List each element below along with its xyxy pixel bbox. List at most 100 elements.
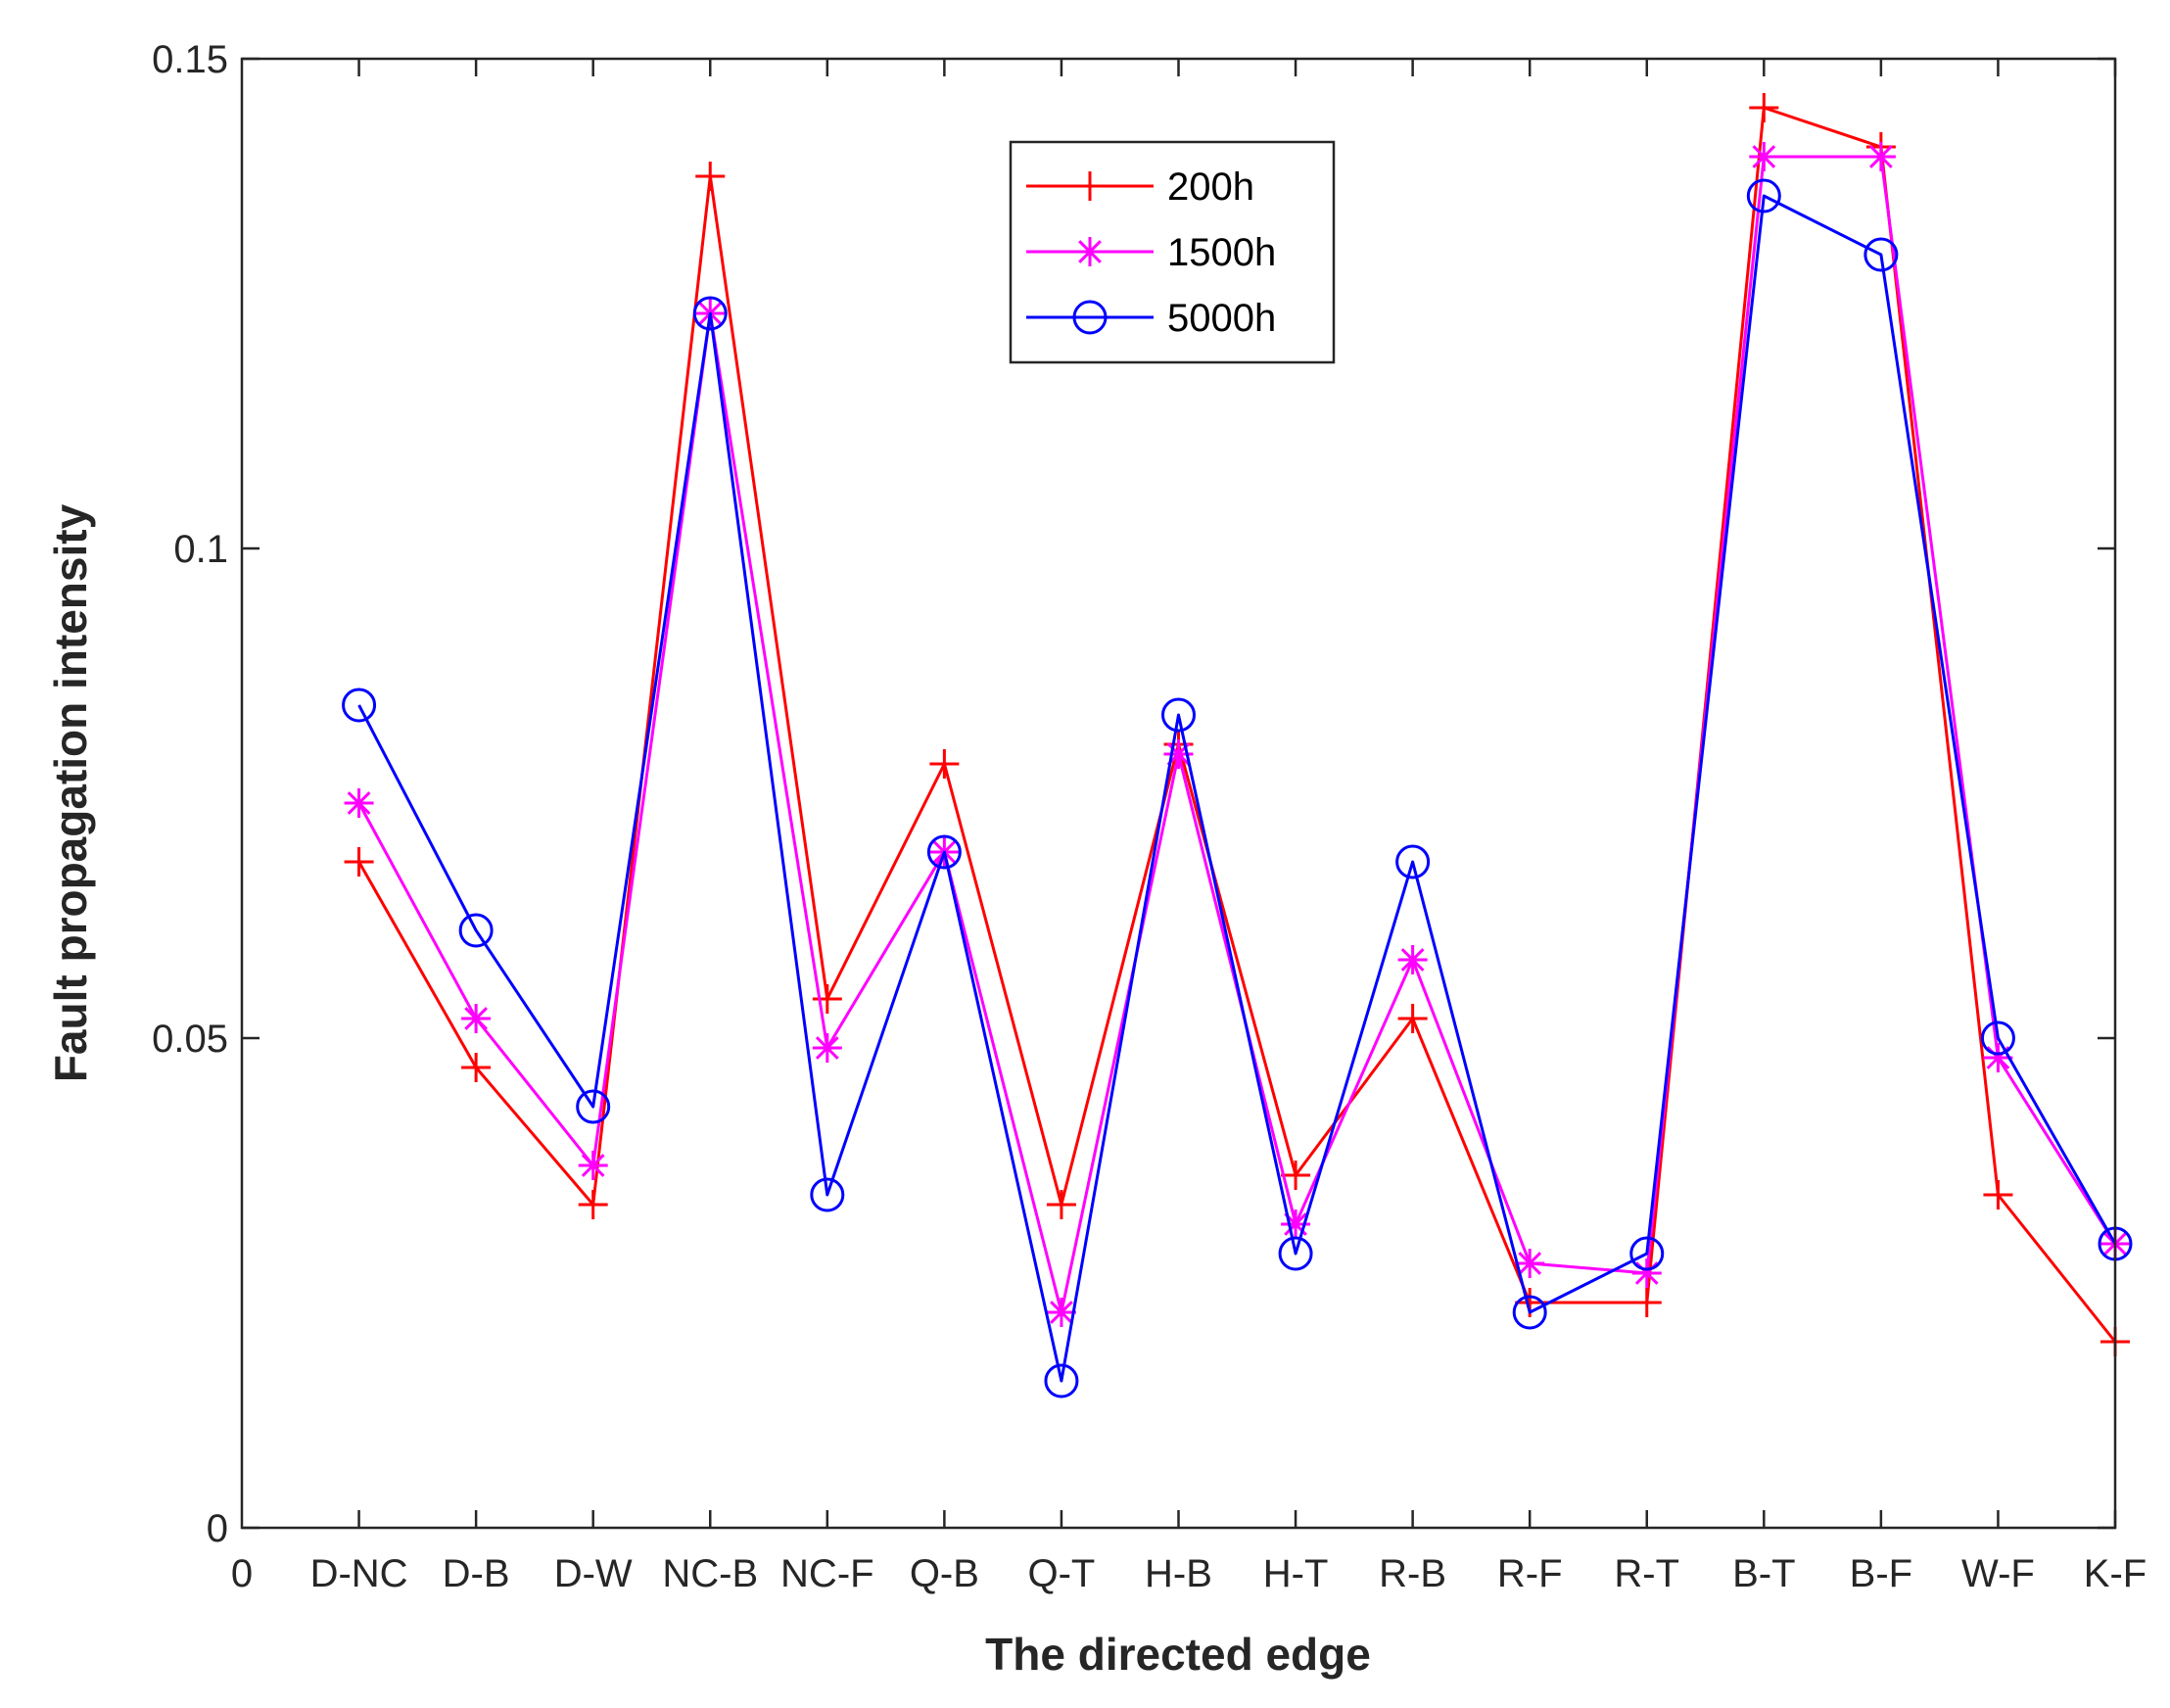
data-point-asterisk-marker	[1749, 142, 1779, 171]
data-point-asterisk-marker	[1515, 1249, 1545, 1278]
x-tick-label: NC-F	[780, 1552, 874, 1595]
data-point-circle-marker	[1629, 1236, 1665, 1271]
data-point-plus-marker	[578, 1190, 608, 1219]
data-point-circle-marker	[1980, 1020, 2015, 1056]
marker-stroke	[1050, 1301, 1073, 1324]
marker-stroke	[1284, 1212, 1307, 1236]
x-tick-label: R-F	[1497, 1552, 1563, 1595]
series-line	[357, 194, 2117, 1383]
x-tick-label: NC-B	[662, 1552, 758, 1595]
data-point-plus-marker	[1397, 1004, 1428, 1033]
marker-circle	[576, 1089, 611, 1124]
marker-circle	[342, 688, 377, 723]
data-point-asterisk-marker	[344, 788, 374, 818]
data-point-circle-marker	[1512, 1295, 1547, 1330]
x-tick-label: R-B	[1379, 1552, 1446, 1595]
data-point-plus-marker	[1075, 171, 1105, 201]
data-point-circle-marker	[1278, 1236, 1313, 1271]
data-point-asterisk-marker	[812, 1033, 842, 1063]
marker-stroke	[1400, 948, 1425, 972]
legend-entry: 1500h	[1026, 231, 1276, 274]
legend-entry: 5000h	[1026, 297, 1276, 340]
series-line	[357, 106, 2117, 1343]
data-point-plus-marker	[1631, 1288, 1662, 1317]
data-point-plus-marker	[929, 749, 960, 779]
data-point-asterisk-marker	[1075, 237, 1105, 266]
data-point-plus-marker	[695, 162, 726, 191]
marker-circle	[1980, 1020, 2015, 1056]
data-point-asterisk-marker	[1865, 142, 1896, 171]
data-point-circle-marker	[810, 1177, 845, 1212]
data-point-asterisk-marker	[1397, 945, 1428, 974]
marker-circle	[692, 296, 728, 331]
y-tick-label: 0.1	[173, 528, 228, 571]
marker-circle	[1395, 844, 1431, 879]
marker-circle	[1278, 1236, 1313, 1271]
data-point-circle-marker	[1746, 178, 1781, 214]
x-tick-label: H-B	[1145, 1552, 1212, 1595]
data-point-plus-marker	[1749, 93, 1779, 122]
data-point-circle-marker	[1863, 237, 1899, 272]
marker-stroke	[1518, 1252, 1542, 1275]
data-point-circle-marker	[1044, 1363, 1079, 1399]
marker-stroke	[1078, 240, 1102, 263]
data-point-asterisk-marker	[578, 1151, 608, 1180]
x-tick-label: Q-T	[1028, 1552, 1096, 1595]
marker-stroke	[1869, 145, 1893, 168]
y-tick-label: 0.15	[152, 38, 228, 81]
marker-stroke	[581, 1154, 605, 1177]
data-point-plus-marker	[344, 847, 374, 877]
x-tick-label: D-B	[443, 1552, 510, 1595]
marker-circle	[926, 834, 962, 870]
data-point-plus-marker	[1046, 1190, 1076, 1219]
legend-label: 5000h	[1167, 297, 1276, 340]
data-point-circle-marker	[458, 913, 494, 948]
marker-circle	[1629, 1236, 1665, 1271]
legend-box	[1009, 140, 1336, 364]
marker-circle	[1746, 178, 1781, 214]
x-tick-label: B-F	[1850, 1552, 1912, 1595]
data-point-asterisk-marker	[1046, 1298, 1076, 1327]
x-tick-label: H-T	[1263, 1552, 1329, 1595]
data-point-plus-marker	[1281, 1161, 1311, 1190]
x-tick-label: W-F	[1961, 1552, 2035, 1595]
ticks-layer: 0 0.05 0.1 0.15 0 D-NC D-B D-W NC-B NC-F Q-B Q-T H-B…	[152, 38, 2146, 1595]
marker-circle	[1044, 1363, 1079, 1399]
marker-circle	[1072, 300, 1108, 335]
y-axis-title: Fault propagation intensity	[45, 503, 96, 1082]
marker-stroke	[347, 791, 371, 815]
x-tick-label: R-T	[1614, 1552, 1679, 1595]
marker-circle	[1863, 237, 1899, 272]
data-point-circle-marker	[576, 1089, 611, 1124]
data-point-circle-marker	[692, 296, 728, 331]
x-tick-label: Q-B	[910, 1552, 979, 1595]
x-tick-label: D-NC	[310, 1552, 408, 1595]
x-tick-label: K-F	[2084, 1552, 2146, 1595]
data-point-plus-marker	[461, 1053, 492, 1082]
data-point-circle-marker	[1395, 844, 1431, 879]
data-point-plus-marker	[812, 984, 842, 1014]
y-tick-label: 0	[207, 1507, 228, 1550]
data-point-circle-marker	[1161, 697, 1196, 733]
x-axis-title: The directed edge	[985, 1629, 1371, 1680]
series-200h	[344, 93, 2130, 1356]
data-point-asterisk-marker	[1631, 1258, 1662, 1288]
y-tick-label: 0.05	[152, 1018, 228, 1061]
marker-circle	[1161, 697, 1196, 733]
legend: 200h 1500h 5000h	[1009, 140, 1336, 364]
legend-label: 200h	[1167, 166, 1254, 209]
marker-stroke	[1752, 145, 1776, 168]
x-tick-label: 0	[231, 1552, 253, 1595]
marker-circle	[458, 913, 494, 948]
marker-stroke	[464, 1007, 488, 1030]
data-point-circle-marker	[926, 834, 962, 870]
legend-label: 1500h	[1167, 231, 1276, 274]
marker-circle	[810, 1177, 845, 1212]
x-tick-label: D-W	[554, 1552, 633, 1595]
data-point-asterisk-marker	[461, 1004, 492, 1033]
x-tick-label: B-T	[1732, 1552, 1795, 1595]
marker-circle	[1512, 1295, 1547, 1330]
data-point-circle-marker	[1072, 300, 1108, 335]
data-point-plus-marker	[1983, 1180, 2013, 1210]
